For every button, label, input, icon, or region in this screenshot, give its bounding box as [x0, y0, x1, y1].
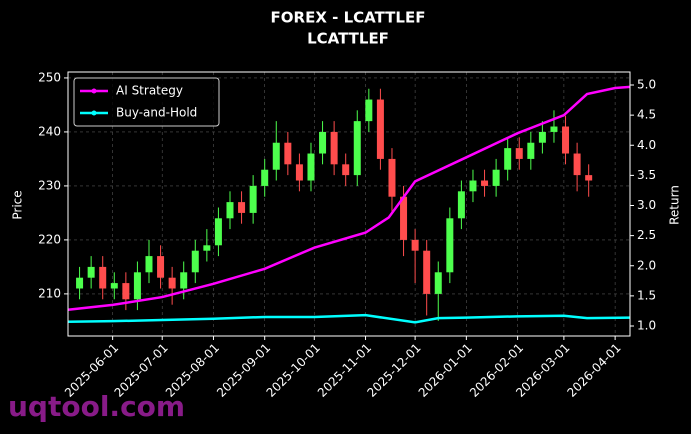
- candle-body: [423, 250, 431, 294]
- legend-marker: [91, 88, 97, 94]
- candle-body: [527, 142, 535, 159]
- y2-tick-label: 2.5: [637, 228, 656, 242]
- y2-tick-label: 1.5: [637, 288, 656, 302]
- candle-body: [585, 175, 593, 181]
- candle-body: [249, 185, 257, 213]
- y2-axis-label: Return: [668, 185, 682, 225]
- candle-body: [365, 99, 373, 122]
- y2-tick-label: 3.5: [637, 168, 656, 182]
- y-tick-label: 230: [38, 178, 61, 192]
- candle-body: [492, 169, 500, 186]
- candle-body: [180, 272, 188, 289]
- legend-label: AI Strategy: [116, 84, 183, 98]
- y-tick-label: 250: [38, 70, 61, 84]
- candle-body: [469, 180, 477, 192]
- candle-body: [284, 142, 292, 165]
- y-tick-label: 220: [38, 232, 61, 246]
- candle-body: [481, 180, 489, 186]
- candle-body: [238, 202, 246, 213]
- candle-body: [133, 272, 141, 300]
- candle-body: [214, 218, 222, 246]
- legend-marker: [91, 110, 97, 116]
- legend-box: [73, 77, 220, 127]
- candle-body: [110, 283, 118, 289]
- y2-tick-label: 4.5: [637, 108, 656, 122]
- plot-frame: [67, 71, 631, 337]
- candle-body: [87, 266, 95, 278]
- candle-body: [295, 164, 303, 181]
- candle-body: [376, 99, 384, 159]
- candle-body: [272, 142, 280, 170]
- candle-body: [319, 131, 327, 154]
- candle-body: [538, 131, 546, 143]
- candle-body: [76, 277, 84, 289]
- line-series: [67, 85, 631, 311]
- y-tick-label: 240: [38, 124, 61, 138]
- candle-body: [168, 277, 176, 289]
- candle-body: [99, 266, 107, 289]
- y2-tick-label: 5.0: [637, 78, 656, 92]
- candle-body: [353, 121, 361, 176]
- candle-body: [307, 153, 315, 181]
- candle-body: [203, 245, 211, 251]
- y2-tick-label: 2.0: [637, 258, 656, 272]
- candle-body: [145, 256, 153, 273]
- candle-body: [573, 153, 581, 176]
- candle-body: [388, 158, 396, 197]
- y2-tick-label: 1.0: [637, 318, 656, 332]
- chart-title: FOREX - LCATTLEF: [271, 9, 426, 27]
- watermark: uqtool.com: [8, 390, 185, 423]
- candle-body: [411, 239, 419, 251]
- candle-body: [122, 283, 130, 300]
- candle-body: [330, 131, 338, 165]
- y-tick-label: 210: [38, 286, 61, 300]
- candle-body: [515, 148, 523, 159]
- candle-body: [226, 202, 234, 219]
- legend-label: Buy-and-Hold: [116, 106, 197, 120]
- candle-body: [446, 218, 454, 273]
- chart-subtitle: LCATTLEF: [307, 30, 389, 48]
- y2-tick-label: 4.0: [637, 138, 656, 152]
- y-axis-label: Price: [11, 190, 25, 219]
- candle-body: [342, 164, 350, 176]
- candle-body: [562, 126, 570, 154]
- candle-body: [191, 250, 199, 273]
- candle-body: [504, 148, 512, 170]
- legend: AI Strategy Buy-and-Hold: [73, 77, 220, 127]
- y2-tick-label: 3.0: [637, 198, 656, 212]
- candle-body: [261, 169, 269, 186]
- candle-body: [550, 126, 558, 132]
- candle-body: [400, 196, 408, 240]
- candle-body: [157, 256, 165, 278]
- line-series: [67, 313, 631, 324]
- candle-body: [457, 191, 465, 219]
- candle-body: [434, 272, 442, 294]
